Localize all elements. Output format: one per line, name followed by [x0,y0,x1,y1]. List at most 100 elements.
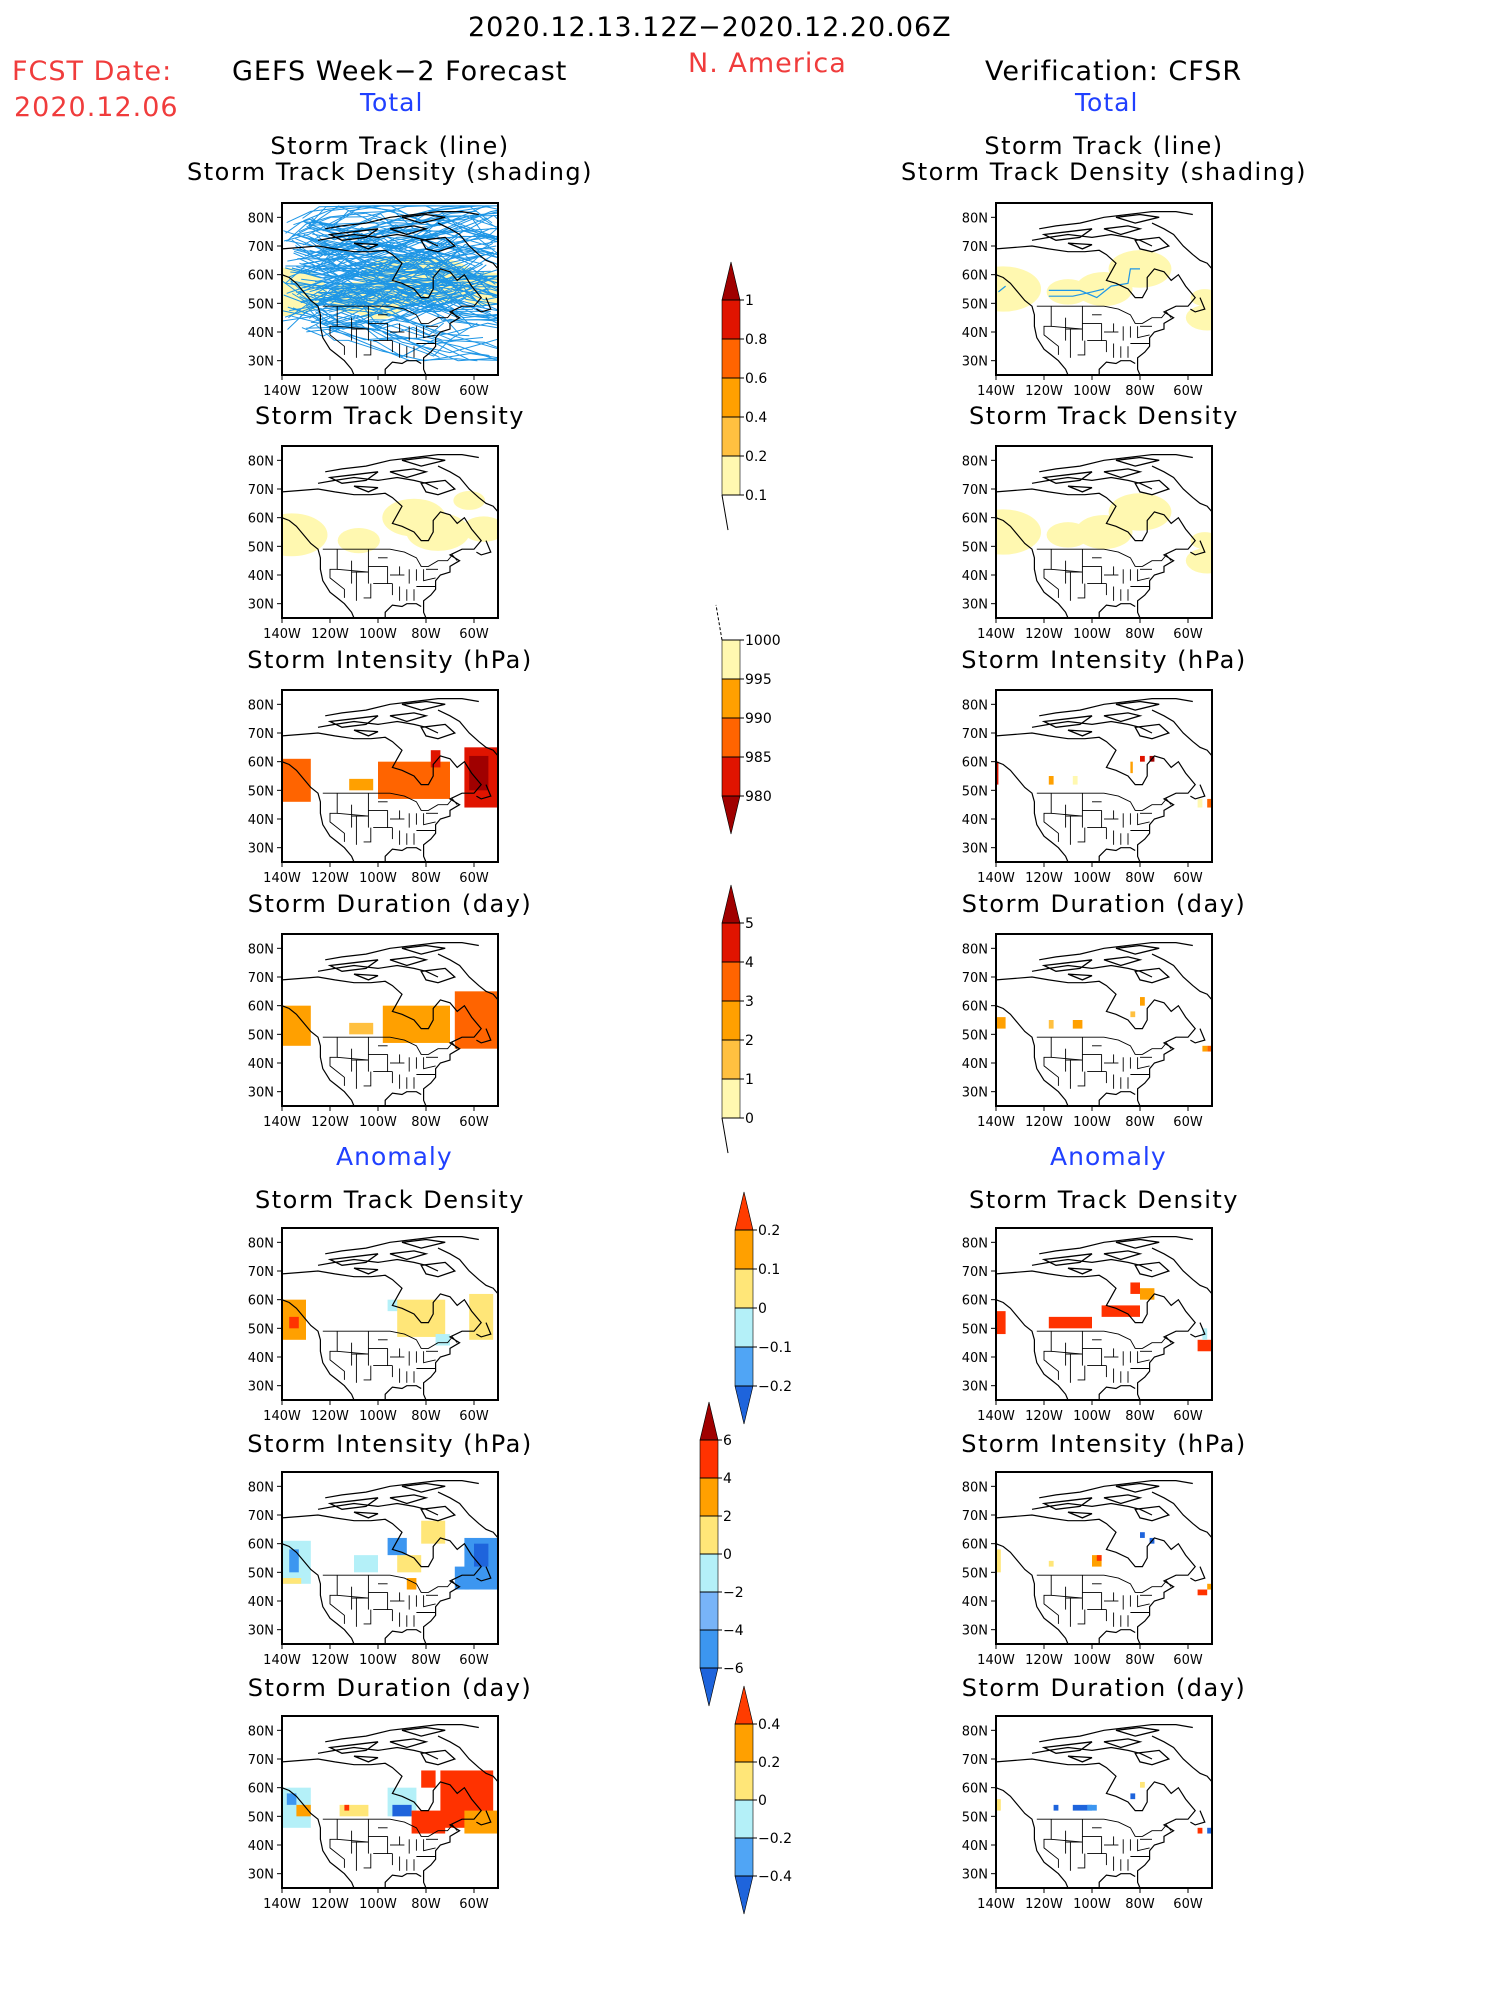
colorbar-segment [721,377,741,418]
state-border [329,549,345,598]
island-outline [1067,242,1093,250]
grid-cell [1048,776,1054,785]
lon-tick-label: 140W [263,384,301,399]
lon-tick-label: 120W [1025,627,1063,642]
state-border [329,1331,345,1380]
lat-tick-label: 40N [962,1351,988,1366]
state-border [363,1609,372,1625]
coastline [1039,1480,1193,1499]
colorbar-segment [699,1515,719,1555]
island-outline [353,1511,379,1519]
lon-tick-label: 80W [1125,1653,1155,1668]
map-panel-right-duration: 80N 70N 60N 50N 40N 30N 140W 120W 100W 80W 60W [936,928,1236,1138]
grid-cell [1048,1316,1092,1329]
lon-tick-label: 140W [977,1653,1015,1668]
coastline [437,709,498,757]
lat-tick-label: 40N [962,1057,988,1072]
island-outline [1103,1250,1143,1261]
density-shade [1190,289,1212,307]
coastline [282,274,355,375]
lat-tick-label: 80N [248,1480,274,1495]
lon-tick-label: 60W [459,871,489,886]
coastline [384,847,422,862]
lon-tick-label: 80W [1125,1897,1155,1912]
storm-track-line [998,285,1006,293]
island-outline [1041,1253,1093,1266]
map-frame [995,689,1213,863]
map-frame [281,933,499,1107]
colorbar-segment [721,922,741,963]
coastline [1098,847,1136,862]
density-shade [1185,304,1212,331]
map-panel-left-density: 80N 70N 60N 50N 40N 30N 140W 120W 100W 80W 60W [222,440,522,650]
lon-tick-label: 100W [359,871,397,886]
storm-track-line [282,310,478,362]
state-border [1051,568,1083,573]
state-border [1043,793,1059,842]
lat-tick-label: 40N [962,813,988,828]
grid-cell [1207,1045,1212,1052]
colorbar-top-arrow [734,1191,754,1231]
lat-tick-label: 70N [962,971,988,986]
lon-tick-label: 140W [263,1897,301,1912]
colorbar-label: 0 [758,1793,767,1809]
island-outline [327,471,379,484]
grid-cell [392,1804,412,1817]
colorbar-bottom-arrow [721,795,741,835]
lat-tick-label: 80N [248,698,274,713]
grid-cell [1048,1020,1054,1029]
island-outline [389,1738,429,1749]
grid-cell [996,1017,1006,1029]
coastline [282,732,482,862]
coastline [996,1005,1069,1106]
lat-tick-label: 30N [962,598,988,613]
map-left-anom-intensity: 80N 70N 60N 50N 40N 30N 140W 120W 100W 80W 60W [248,1471,499,1668]
state-border [1137,1595,1150,1608]
lat-tick-label: 80N [962,211,988,226]
island-outline [1134,967,1171,984]
colorbar-segment [721,678,741,719]
lon-tick-label: 80W [411,1409,441,1424]
lat-tick-label: 70N [248,727,274,742]
lat-tick-label: 50N [248,1028,274,1043]
colorbar-label: −0.4 [758,1869,792,1885]
lat-tick-label: 50N [962,1322,988,1337]
lon-tick-label: 60W [1173,627,1203,642]
storm-track-line [313,252,494,272]
lon-tick-label: 80W [1125,1115,1155,1130]
lat-tick-label: 50N [962,1028,988,1043]
map-left-anom-density: 80N 70N 60N 50N 40N 30N 140W 120W 100W 80W 60W [248,1227,499,1424]
coastline [1151,709,1212,757]
island-outline [420,236,457,253]
coastline [282,517,355,618]
storm-track-line [294,250,486,310]
right-title-track-line: Storm Track (line) [984,132,1224,160]
grid-cell [1053,1804,1059,1811]
lat-tick-label: 80N [962,698,988,713]
lon-tick-label: 120W [311,384,349,399]
coastline [282,976,482,1106]
storm-track-line [315,324,498,362]
island-outline [1115,944,1160,955]
island-outline [327,1253,379,1266]
coastline [996,1543,1069,1644]
state-border [363,340,372,356]
lon-tick-label: 100W [359,1409,397,1424]
grid-cell [1072,1020,1083,1029]
coastline [1190,1566,1206,1582]
grid-cell [1130,1793,1136,1800]
colorbar-segment [721,1000,741,1041]
colorbar-label: 0 [758,1301,767,1317]
lat-tick-label: 40N [248,1839,274,1854]
colorbar-label: 0 [723,1547,732,1563]
island-outline [327,228,379,241]
lon-tick-label: 80W [411,1897,441,1912]
colorbar-segment [721,338,741,379]
coastline [1098,1873,1136,1888]
coastline [384,1873,422,1888]
lon-tick-label: 80W [411,627,441,642]
grid-cell [387,1299,402,1312]
lat-tick-label: 40N [248,569,274,584]
grid-cell [469,1293,494,1340]
density-shade [996,509,1042,555]
